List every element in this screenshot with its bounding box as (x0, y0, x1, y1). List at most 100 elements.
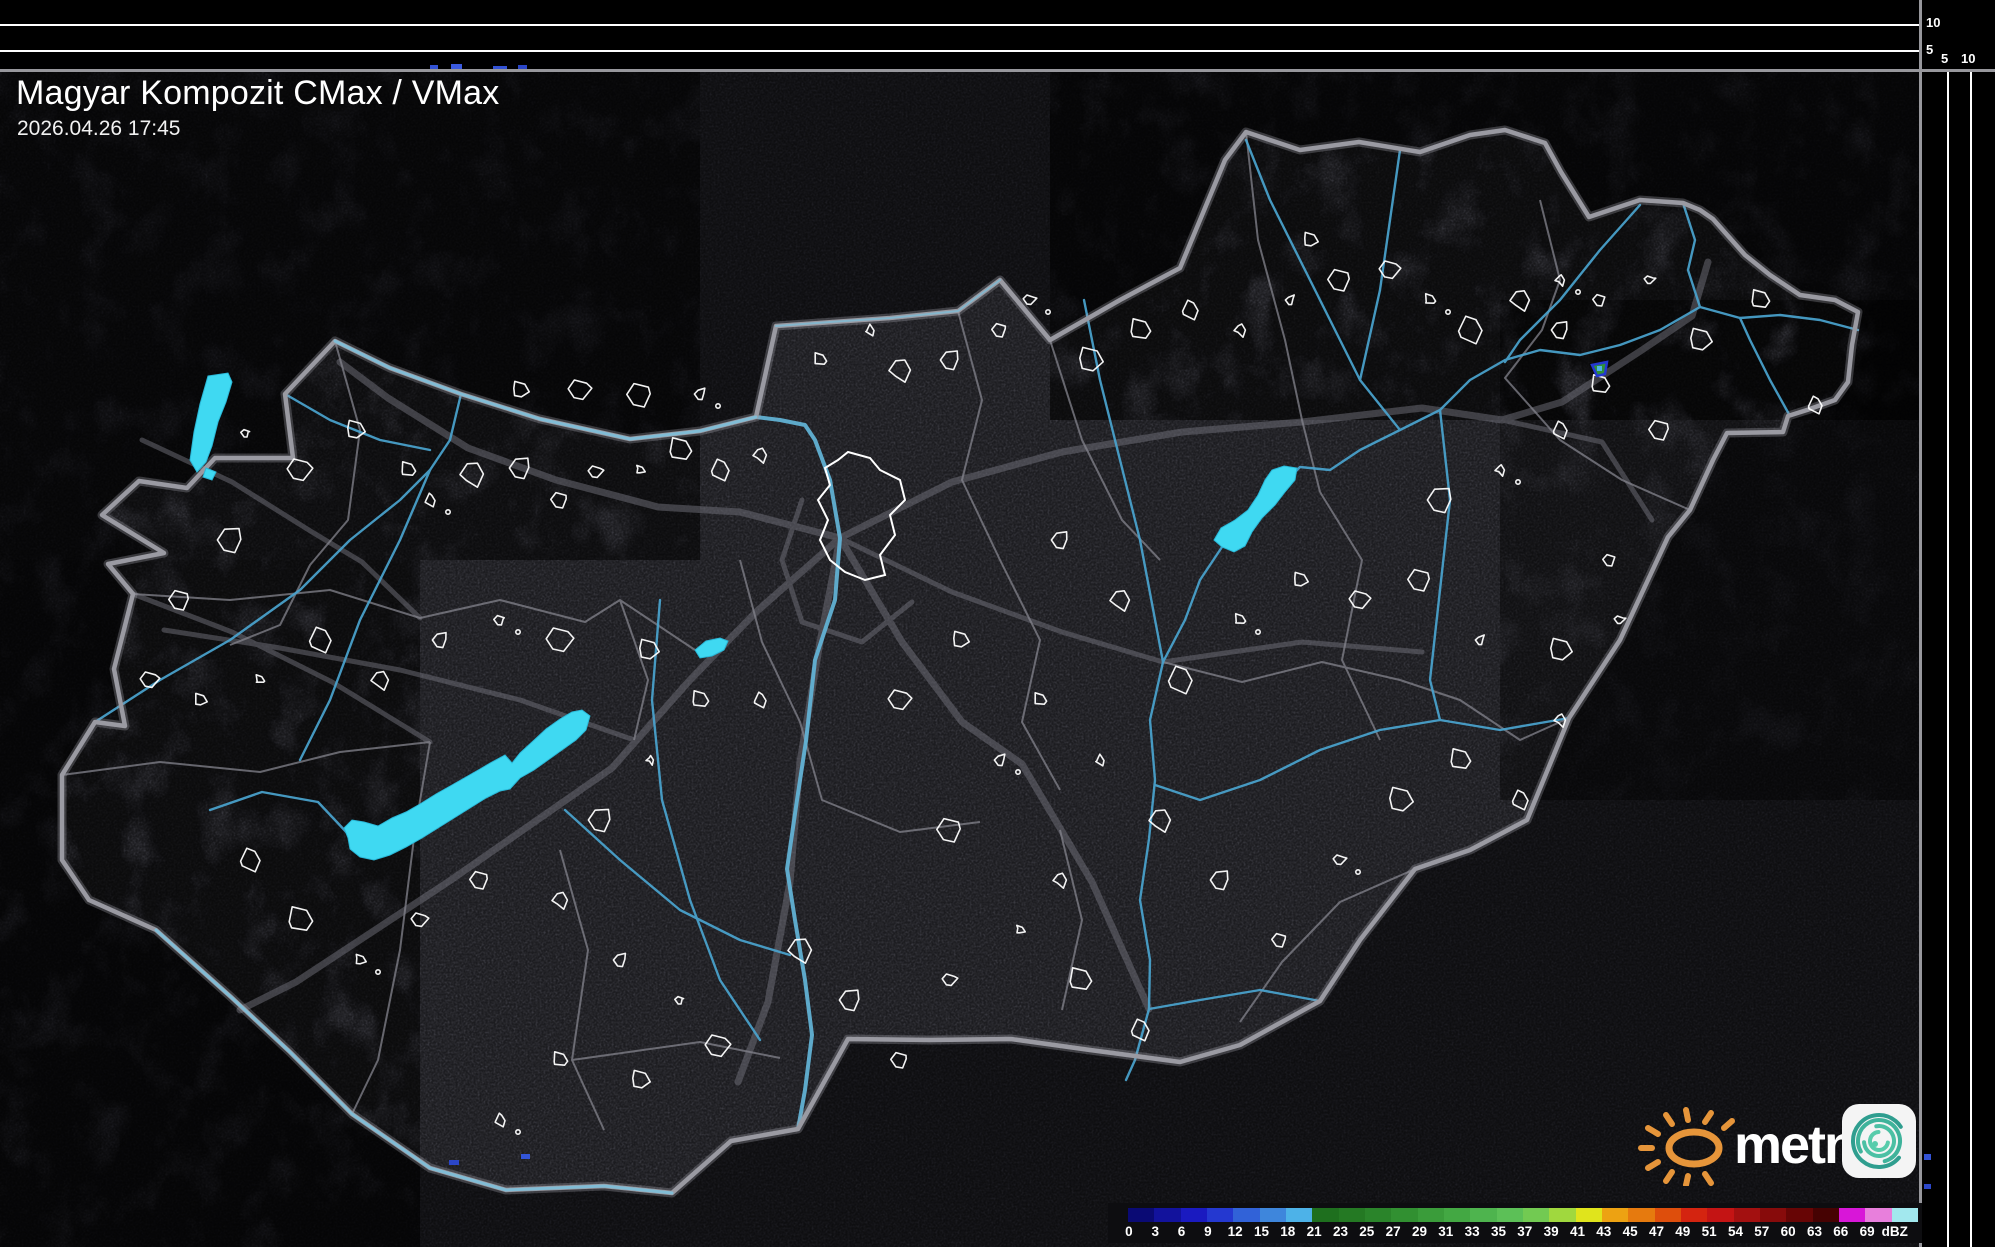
road-m4 (837, 535, 1425, 665)
town-outline (288, 906, 314, 931)
legend-label: 57 (1754, 1224, 1770, 1239)
legend-swatch (1812, 1208, 1839, 1222)
town-outline (240, 428, 251, 438)
town-outline (1389, 786, 1414, 812)
town-outline (424, 492, 436, 508)
town-dot (1575, 288, 1582, 295)
town-outline (692, 690, 710, 707)
town-outline (1509, 290, 1531, 312)
right-height-profile-panel (1923, 72, 1995, 1247)
panel-divider-vertical (1919, 0, 1922, 1247)
town-outline (1424, 293, 1437, 304)
town-outline (865, 323, 875, 337)
timestamp: 2026.04.26 17:45 (17, 117, 181, 140)
legend-label: 29 (1411, 1224, 1427, 1239)
height-line-5km-vert (1947, 72, 1949, 1247)
radar-echo-mark (493, 66, 507, 70)
legend-swatch (1522, 1208, 1550, 1222)
river-network (93, 138, 1860, 1131)
town-outline (1348, 590, 1372, 610)
legend-label: 15 (1253, 1224, 1269, 1239)
river-tisza (1124, 201, 1702, 1082)
river-hernad (1358, 148, 1402, 382)
town-outline (991, 322, 1007, 338)
river-sio (563, 808, 792, 957)
river-raba (93, 392, 463, 724)
town-outline (710, 458, 730, 482)
town-dot (1355, 868, 1362, 875)
legend-swatch (1233, 1208, 1260, 1222)
road-84 (130, 591, 433, 745)
right-axis-tick-5: 5 (1941, 51, 1949, 66)
town-outlines (139, 231, 1823, 1136)
legend-label: 23 (1332, 1224, 1348, 1239)
town-outline (1130, 1018, 1150, 1042)
radar-echo-mark (430, 65, 438, 70)
legend-swatch (1364, 1208, 1392, 1222)
town-outline (1553, 713, 1567, 728)
town-outline (493, 614, 505, 626)
river-zagyva (1082, 298, 1165, 664)
town-outline (1022, 294, 1038, 306)
legend-label: 54 (1727, 1224, 1743, 1239)
river-bodrog (1503, 203, 1642, 364)
town-outline (887, 689, 913, 711)
town-dot (1014, 768, 1021, 775)
legend-label: 63 (1806, 1224, 1822, 1239)
legend-color-bar (1128, 1208, 1918, 1222)
town-outline (139, 671, 161, 689)
town-outline (1095, 753, 1105, 767)
page-title: Magyar Kompozit CMax / VMax (16, 74, 500, 112)
metnet-app-icon (1842, 1104, 1916, 1178)
town-outline (753, 691, 767, 709)
town-outline (1209, 870, 1229, 891)
town-outline (1550, 321, 1568, 340)
metnet-logo[interactable]: metnet (1638, 1100, 1922, 1188)
town-outline (347, 419, 366, 439)
town-outline (612, 952, 627, 968)
town-outline (1690, 327, 1713, 351)
town-outline (674, 995, 685, 1005)
river-danube (754, 415, 842, 1131)
town-outline (410, 912, 430, 928)
town-outline (459, 462, 485, 488)
radar-echo-mark (1924, 1184, 1931, 1189)
town-outline (814, 352, 828, 365)
river-rabca (283, 392, 432, 452)
town-outline (1069, 967, 1093, 990)
town-outline (195, 692, 208, 706)
town-outline (1148, 809, 1172, 833)
town-outline (890, 1051, 907, 1069)
town-outline (888, 359, 912, 383)
town-dot (374, 968, 381, 975)
town-outline (1407, 568, 1430, 592)
height-line-5km (0, 50, 1920, 52)
town-dot (1445, 308, 1452, 315)
town-outline (401, 461, 417, 476)
town-outline (370, 670, 390, 691)
legend-swatch (1759, 1208, 1787, 1222)
town-outline (1294, 571, 1309, 587)
town-outline (1554, 274, 1566, 287)
legend-label: 18 (1280, 1224, 1296, 1239)
legend-swatch (1707, 1208, 1734, 1222)
county-borders (61, 131, 1691, 1131)
town-outline (308, 626, 332, 654)
town-outline (1271, 932, 1287, 948)
road-ring (779, 497, 915, 645)
town-outline (1807, 395, 1823, 415)
legend-label: 0 (1125, 1224, 1133, 1239)
town-outline (636, 464, 646, 474)
road-m1 (336, 358, 844, 542)
town-outline (1591, 374, 1611, 393)
town-outline (431, 631, 447, 649)
town-outline (553, 1051, 569, 1066)
town-outline (939, 350, 959, 371)
town-dot (1515, 478, 1522, 485)
road-m5 (836, 534, 1153, 1013)
town-dot (714, 402, 721, 409)
town-outline (1181, 299, 1199, 321)
height-line-10km-vert (1970, 72, 1972, 1247)
town-outline (239, 847, 261, 873)
radar-echoes-map (449, 1154, 530, 1165)
